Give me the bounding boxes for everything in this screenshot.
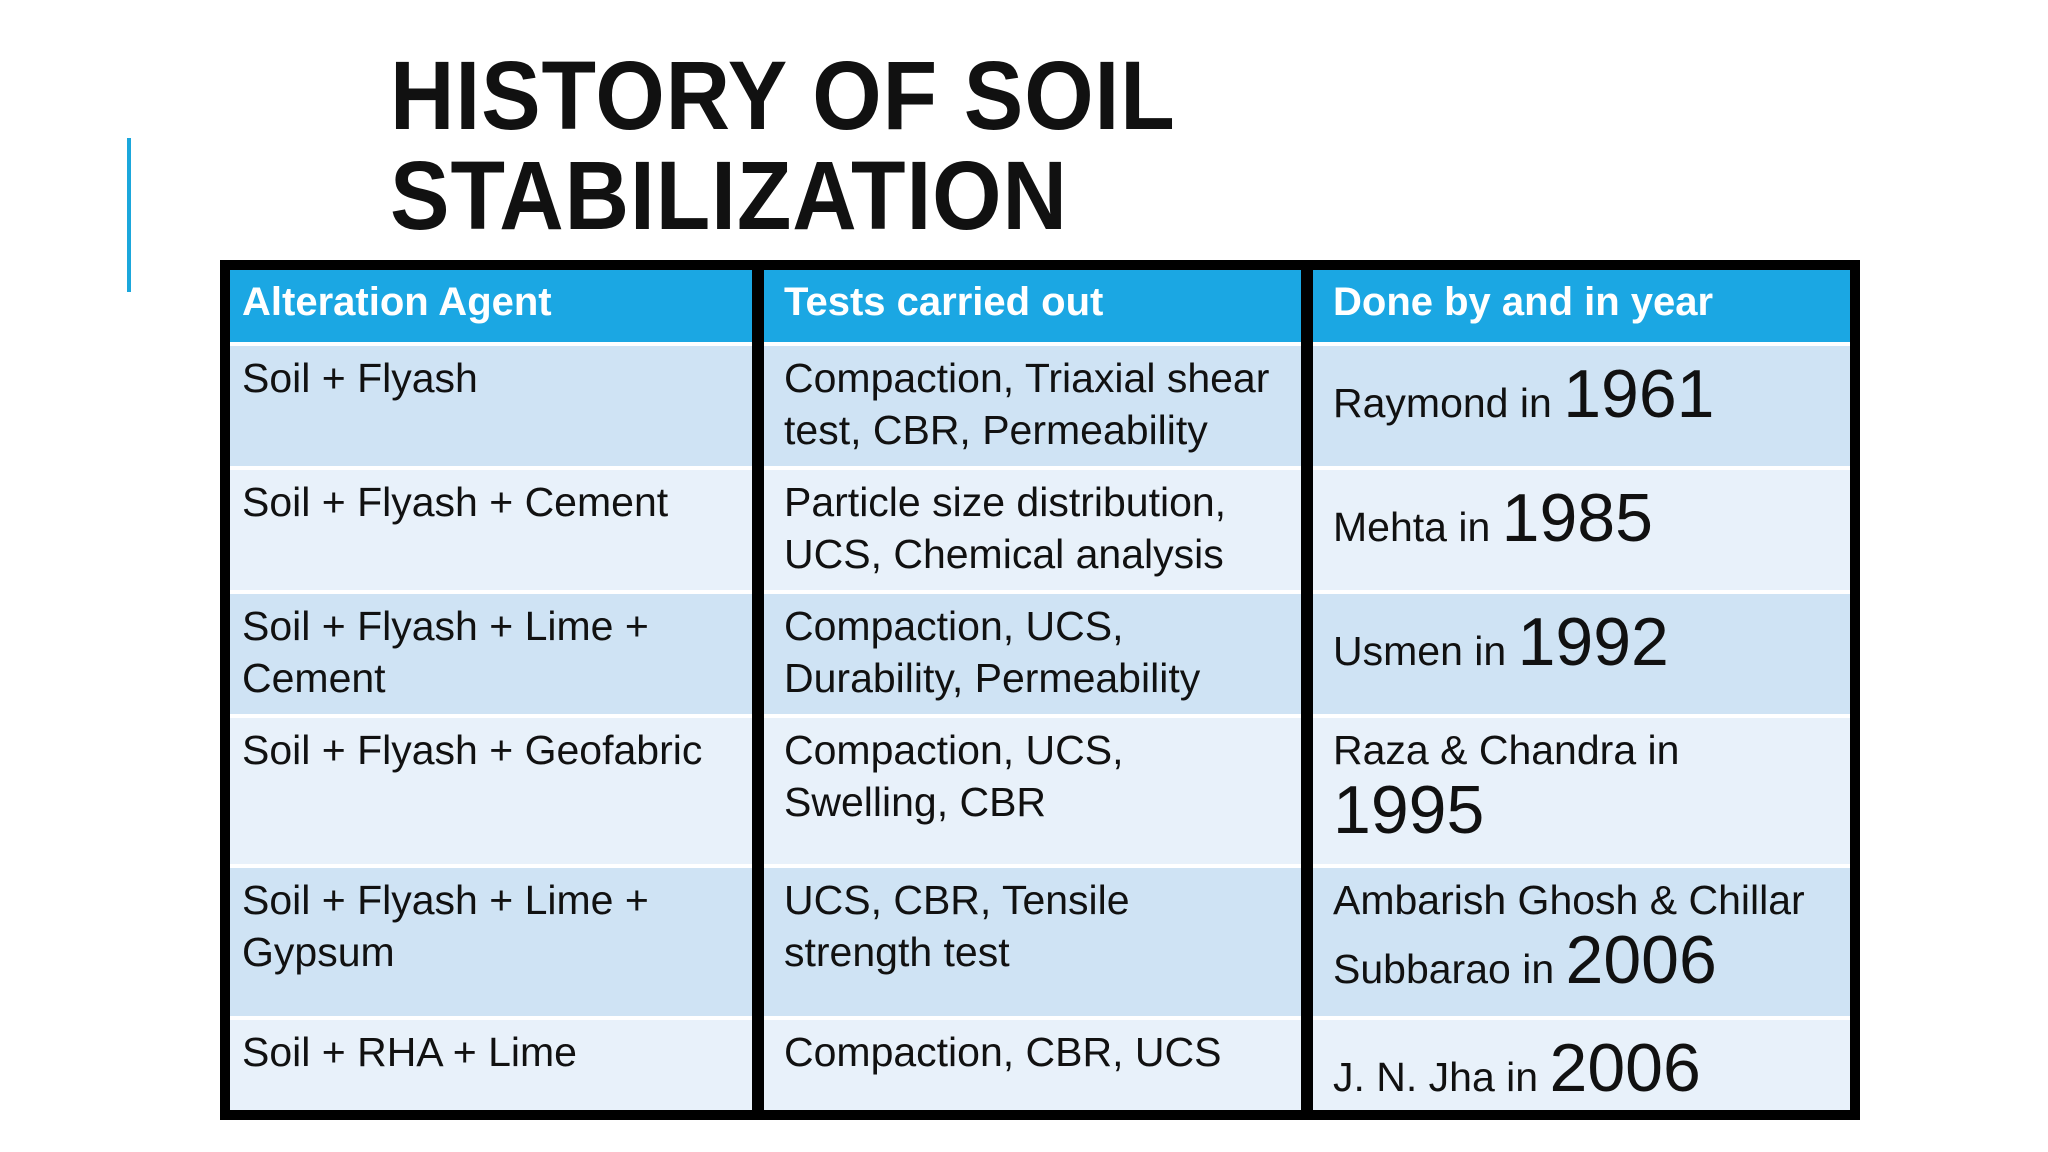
year-text: 1992	[1517, 604, 1669, 680]
done-by-text: Raza & Chandra in	[1333, 727, 1680, 773]
agent-cell: Soil + Flyash + Cement	[230, 470, 752, 590]
agent-cell: Soil + RHA + Lime	[230, 1020, 752, 1110]
done-by-cell: Raymond in 1961	[1313, 346, 1850, 466]
tests-cell: Compaction, Triaxial shear test, CBR, Pe…	[764, 346, 1301, 466]
tests-text: Compaction, UCS, Swelling, CBR	[784, 727, 1124, 825]
agent-cell: Soil + Flyash + Lime + Gypsum	[230, 868, 752, 1016]
agent-text: Soil + Flyash + Lime + Cement	[242, 603, 649, 701]
year-text: 1995	[1333, 772, 1485, 848]
done-by-entry: Raza & Chandra in 1995	[1333, 718, 1838, 844]
year-text: 2006	[1565, 922, 1717, 998]
tests-text: Particle size distribution, UCS, Chemica…	[784, 479, 1227, 577]
year-text: 1985	[1501, 480, 1653, 556]
agent-text: Soil + Flyash + Lime + Gypsum	[242, 877, 649, 975]
tests-cell: UCS, CBR, Tensile strength test	[764, 868, 1301, 1016]
year-text: 2006	[1549, 1030, 1701, 1106]
done-by-cell: Raza & Chandra in 1995	[1313, 718, 1850, 864]
done-by-cell: Ambarish Ghosh & Chillar Subbarao in 200…	[1313, 868, 1850, 1016]
done-by-text: Usmen in	[1333, 628, 1507, 674]
tests-cell: Compaction, UCS, Durability, Permeabilit…	[764, 594, 1301, 714]
column-alteration-agent: Alteration Agent Soil + Flyash Soil + Fl…	[230, 270, 752, 1110]
page-title: HISTORY OF SOIL STABILIZATION	[390, 46, 1176, 246]
tests-text: Compaction, Triaxial shear test, CBR, Pe…	[784, 355, 1270, 453]
done-by-text: Raymond in	[1333, 380, 1552, 426]
done-by-text: Subbarao in	[1333, 946, 1555, 992]
done-by-text-line-1: Ambarish Ghosh & Chillar	[1333, 877, 1805, 923]
tests-cell: Compaction, CBR, UCS	[764, 1020, 1301, 1110]
title-line-2: STABILIZATION	[390, 141, 1068, 250]
column-tests: Tests carried out Compaction, Triaxial s…	[764, 270, 1301, 1110]
done-by-entry: J. N. Jha in 2006	[1333, 1020, 1838, 1103]
tests-text: Compaction, UCS, Durability, Permeabilit…	[784, 603, 1201, 701]
done-by-entry: Raymond in 1961	[1333, 346, 1838, 429]
agent-cell: Soil + Flyash + Lime + Cement	[230, 594, 752, 714]
title-line-1: HISTORY OF SOIL	[390, 41, 1176, 150]
done-by-text: Mehta in	[1333, 504, 1491, 550]
tests-text: Compaction, CBR, UCS	[784, 1029, 1222, 1075]
done-by-entry: Usmen in 1992	[1333, 594, 1838, 677]
tests-cell: Particle size distribution, UCS, Chemica…	[764, 470, 1301, 590]
agent-text: Soil + Flyash	[242, 355, 478, 401]
year-text: 1961	[1563, 356, 1715, 432]
history-table: Alteration Agent Soil + Flyash Soil + Fl…	[220, 260, 1860, 1120]
tests-cell: Compaction, UCS, Swelling, CBR	[764, 718, 1301, 864]
agent-text: Soil + Flyash + Cement	[242, 479, 669, 525]
tests-text: UCS, CBR, Tensile strength test	[784, 877, 1130, 975]
accent-line	[127, 138, 131, 292]
header-alteration-agent: Alteration Agent	[230, 270, 752, 342]
agent-text: Soil + Flyash + Geofabric	[242, 727, 703, 773]
agent-text: Soil + RHA + Lime	[242, 1029, 577, 1075]
agent-cell: Soil + Flyash + Geofabric	[230, 718, 752, 864]
agent-cell: Soil + Flyash	[230, 346, 752, 466]
done-by-entry: Mehta in 1985	[1333, 470, 1838, 553]
done-by-cell: Mehta in 1985	[1313, 470, 1850, 590]
column-done-by: Done by and in year Raymond in 1961 Meht…	[1313, 270, 1850, 1110]
header-done-by: Done by and in year	[1313, 270, 1850, 342]
done-by-cell: J. N. Jha in 2006	[1313, 1020, 1850, 1110]
done-by-entry: Ambarish Ghosh & Chillar Subbarao in 200…	[1333, 868, 1838, 995]
done-by-text: J. N. Jha in	[1333, 1054, 1539, 1100]
header-tests: Tests carried out	[764, 270, 1301, 342]
done-by-cell: Usmen in 1992	[1313, 594, 1850, 714]
